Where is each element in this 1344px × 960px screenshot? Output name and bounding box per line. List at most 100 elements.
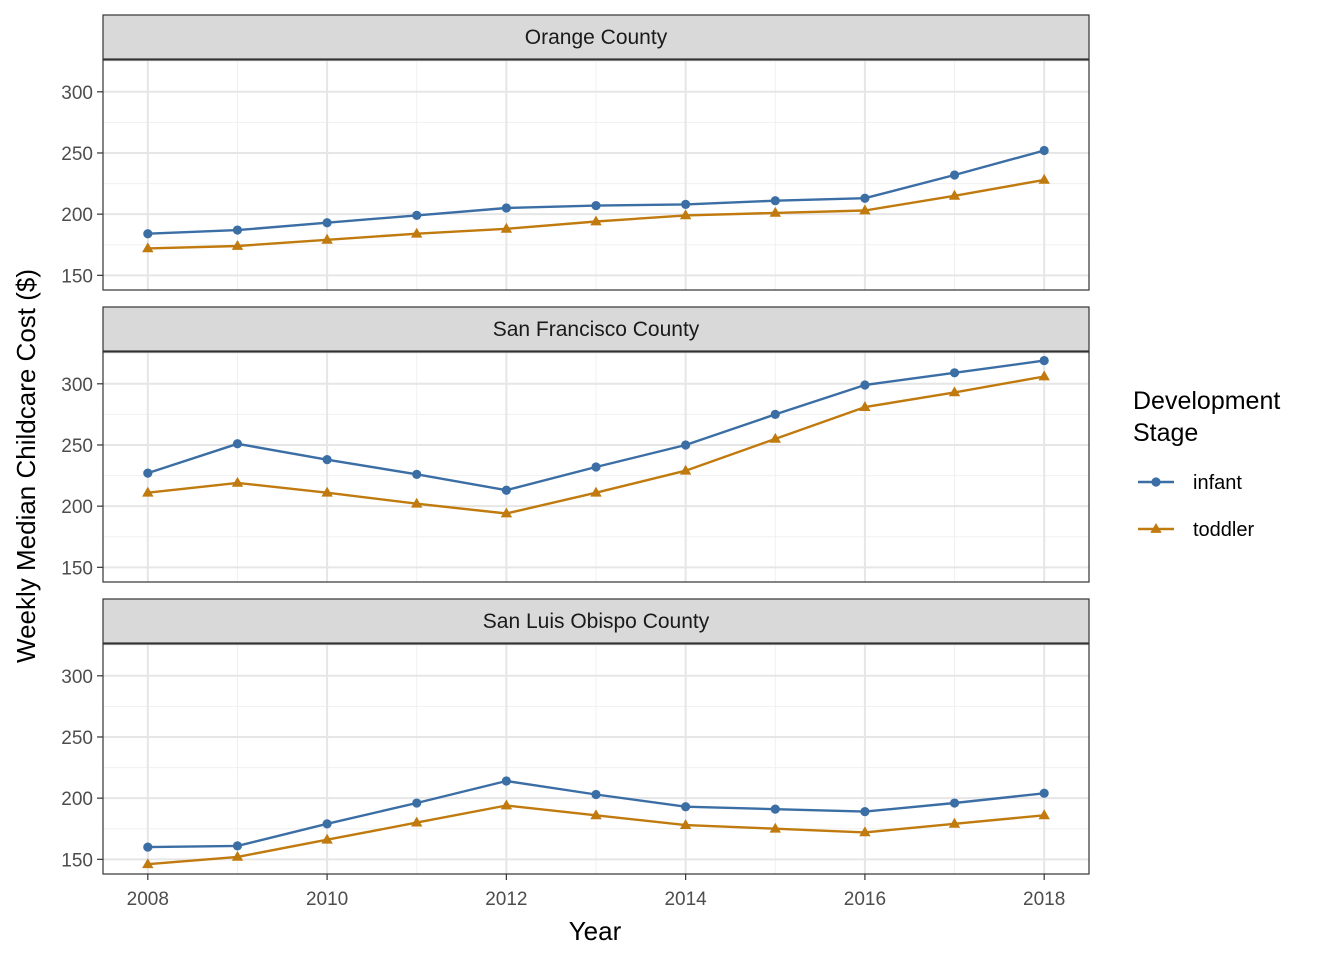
panel-border [102,59,1090,291]
data-point [948,189,961,200]
series-infant [143,355,1049,495]
y-tick-label: 200 [61,205,93,226]
legend-label: infant [1193,472,1242,494]
x-axis-title: Year [569,916,622,946]
data-point [769,822,781,833]
data-point [321,233,333,244]
data-point [860,193,870,203]
y-tick-label: 200 [61,497,93,518]
facet-strip [102,14,1090,60]
legend-title: Stage [1133,419,1198,447]
facet-strip [102,598,1090,644]
data-point [412,798,422,808]
data-point [143,468,153,478]
data-point [591,462,601,472]
data-point [322,455,332,465]
facet-title: Orange County [525,26,668,49]
data-point [321,833,333,844]
data-point [1038,809,1050,820]
legend-label: toddler [1193,519,1254,541]
data-point [231,240,244,250]
data-point [412,469,422,479]
x-tick-label: 2012 [485,889,527,910]
x-tick-label: 2018 [1023,889,1065,910]
data-point [1039,788,1049,798]
data-point [591,200,601,211]
data-point [501,485,511,495]
legend-entry-toddler: toddler [1138,519,1254,541]
facet-strip [102,306,1090,352]
y-tick-label: 150 [61,266,93,287]
data-point [411,227,423,238]
data-point [1038,173,1050,184]
data-point [590,215,602,226]
data-point [949,798,960,808]
legend-entry-infant: infant [1138,472,1242,494]
legend-title: Development [1133,387,1280,415]
data-point [322,218,332,228]
data-point [501,203,511,213]
data-point [859,401,871,411]
data-point [231,476,244,487]
data-point [770,196,780,206]
data-point [948,817,961,828]
data-point [949,170,960,180]
data-point [679,464,692,475]
y-tick-label: 300 [61,667,93,688]
panel-border [102,351,1090,583]
series-toddler [142,173,1050,253]
data-point [590,809,602,820]
x-tick-label: 2008 [127,889,169,910]
data-point [590,486,602,497]
panel-border [102,643,1090,875]
data-point [322,819,332,829]
series-toddler [142,370,1050,518]
data-point [232,225,243,235]
legend: Development Stage infant toddler [1133,387,1280,541]
data-point [1039,145,1049,156]
data-point [411,816,423,827]
data-point [770,804,780,814]
facet-title: San Francisco County [493,318,700,341]
data-point [500,507,513,518]
x-tick-label: 2014 [664,889,707,910]
data-point [501,776,511,786]
data-point [143,842,153,852]
facet-title: San Luis Obispo County [483,610,710,633]
y-axis-title: Weekly Median Childcare Cost ($) [11,269,41,663]
data-point [232,841,243,851]
y-tick-label: 300 [61,375,93,396]
x-axis: 2008 2010 2012 2014 2016 2018 [127,874,1065,910]
y-tick-label: 200 [61,789,93,810]
data-point [949,368,960,378]
data-point [681,440,691,450]
series-toddler [142,799,1050,869]
y-tick-label: 150 [61,558,93,579]
x-tick-label: 2010 [306,889,348,910]
data-point [231,850,244,861]
series-infant [143,145,1049,239]
y-tick-label: 250 [61,436,93,457]
data-point [948,386,961,397]
y-tick-label: 250 [61,144,93,165]
y-tick-label: 150 [61,850,93,871]
data-point [412,210,422,220]
legend-key-marker [1151,477,1161,487]
data-point [681,802,691,812]
data-point [142,242,154,253]
data-point [143,229,153,239]
data-point [860,380,870,390]
data-point [500,222,513,233]
x-tick-label: 2016 [844,889,886,910]
data-point [769,206,781,217]
legend-key-marker [1150,523,1162,533]
data-point [770,409,780,419]
series-infant [143,776,1049,852]
data-point [500,799,513,810]
facet-panel: San Francisco County 150 200 250 300 [61,306,1090,583]
data-point [142,486,154,497]
data-point [681,199,691,209]
data-point [679,209,692,220]
data-point [859,204,871,215]
